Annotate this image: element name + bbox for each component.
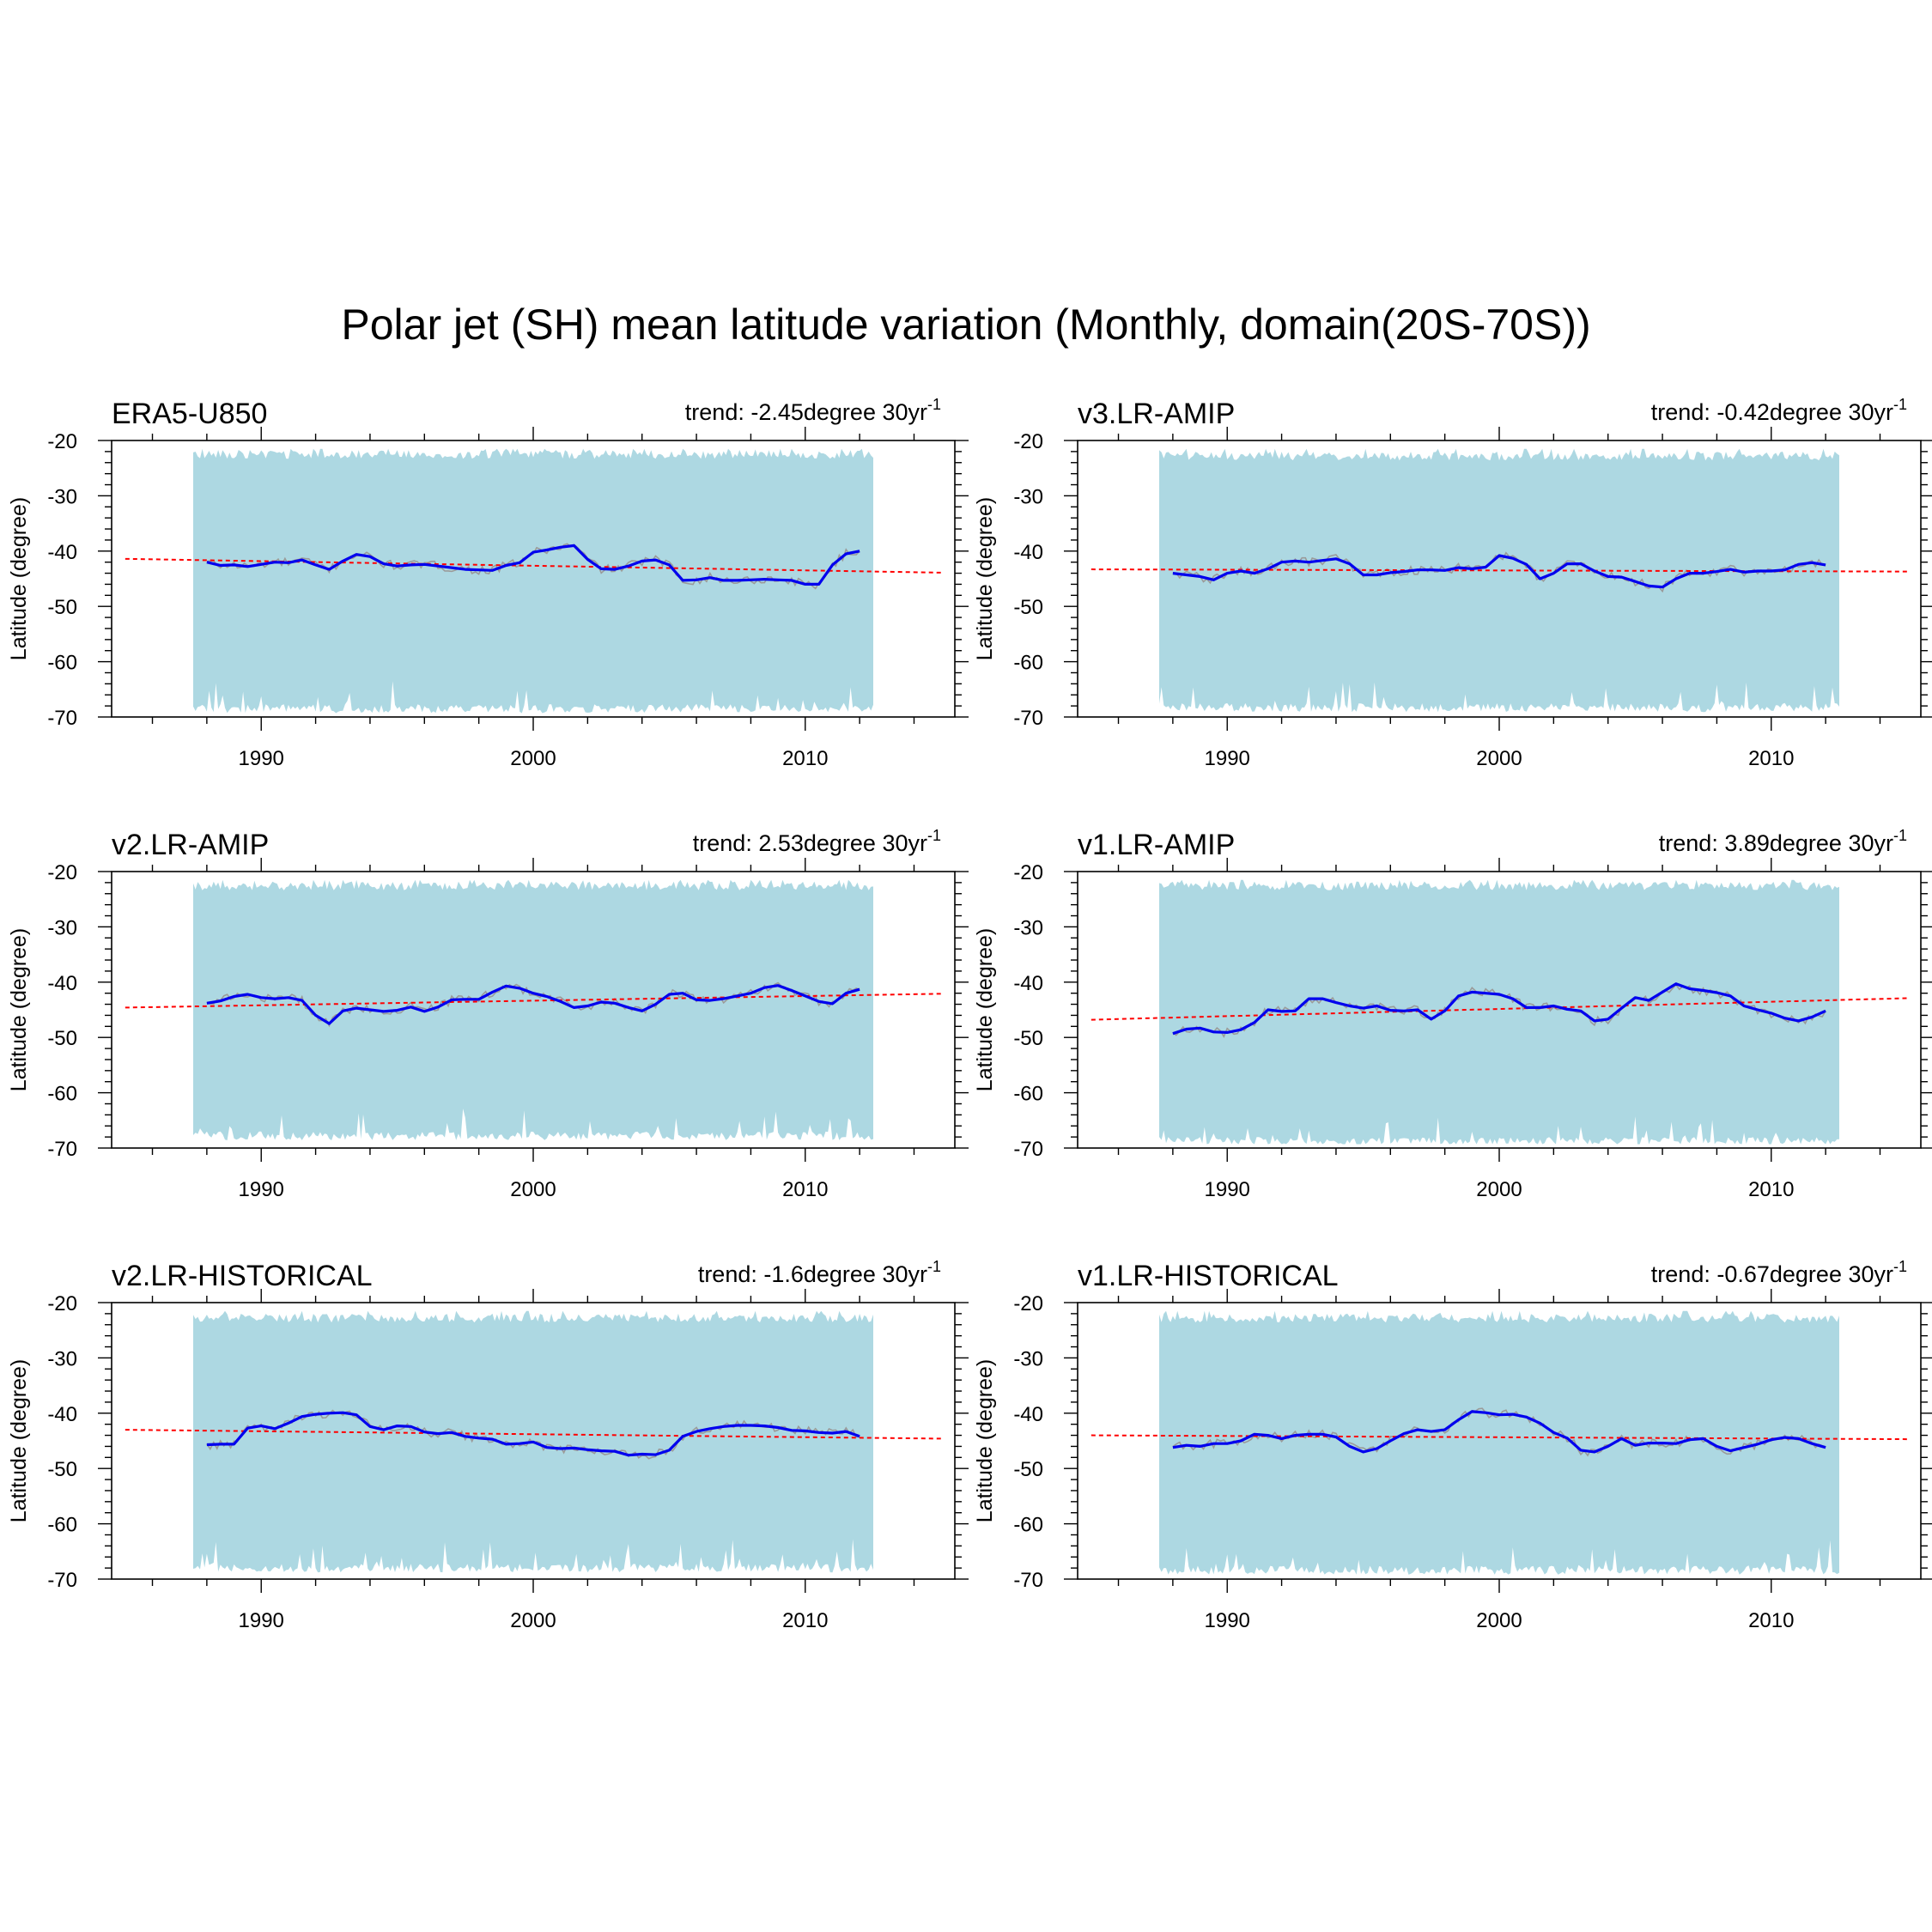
panel-era5-u850: 1990 2000 2010 -20 -30 -40 -50 -60 -70 Latitude (… [0, 378, 969, 824]
y-tick-label: -40 [47, 1403, 77, 1426]
trend-label: trend: -0.42degree 30yr-1 [1651, 396, 1907, 425]
y-tick-label: -50 [47, 1458, 77, 1481]
y-tick-label: -50 [47, 1027, 77, 1050]
y-tick-label: -30 [47, 1347, 77, 1370]
mean-series-line [1172, 1410, 1826, 1454]
panel-v2-lr-amip: 1990 2000 2010 -20 -30 -40 -50 -60 -70 Latitude (… [0, 809, 969, 1255]
y-axis-label: Latitude (degree) [973, 1359, 997, 1522]
mean-series-line [1172, 554, 1826, 589]
x-tick-label: 1990 [239, 1609, 284, 1632]
chart-svg: 1990 2000 2010 -20 -30 -40 -50 -60 -70 Latitude (… [973, 1258, 1932, 1632]
trend-label: trend: 2.53degree 30yr-1 [693, 827, 941, 856]
panel-title: v3.LR-AMIP [1078, 398, 1235, 430]
mean-series-line [206, 984, 860, 1025]
y-tick-label: -50 [47, 596, 77, 619]
y-axis-label: Latitude (degree) [7, 928, 31, 1091]
trend-label: trend: 3.89degree 30yr-1 [1659, 827, 1907, 856]
y-axis-label: Latitude (degree) [7, 497, 31, 660]
y-tick-label: -30 [47, 485, 77, 508]
trend-label: trend: -0.67degree 30yr-1 [1651, 1258, 1907, 1287]
x-tick-label: 1990 [239, 747, 284, 770]
band-area [1159, 879, 1839, 1145]
panel-title: v2.LR-HISTORICAL [112, 1260, 373, 1292]
panel-title: v1.LR-AMIP [1078, 829, 1235, 861]
trend-line [125, 557, 942, 574]
band-area [1159, 1310, 1839, 1575]
x-tick-label: 2000 [1476, 747, 1522, 770]
y-axis-label: Latitude (degree) [7, 1359, 31, 1522]
y-axis-label: Latitude (degree) [973, 497, 997, 660]
y-axis-label: Latitude (degree) [973, 928, 997, 1091]
band-area [193, 448, 873, 714]
y-tick-label: -60 [47, 1514, 77, 1537]
y-tick-label: -70 [47, 1138, 77, 1161]
chart-svg: 1990 2000 2010 -20 -30 -40 -50 -60 -70 Latitude (… [7, 396, 969, 770]
panel-v1-lr-historical: 1990 2000 2010 -20 -30 -40 -50 -60 -70 Latitude (… [966, 1240, 1932, 1686]
x-tick-label: 2010 [1748, 1609, 1794, 1632]
x-tick-label: 2010 [1748, 747, 1794, 770]
y-tick-label: -60 [1013, 1083, 1043, 1106]
x-tick-label: 2010 [782, 747, 828, 770]
y-tick-label: -20 [1013, 430, 1043, 453]
x-tick-label: 2000 [1476, 1609, 1522, 1632]
y-tick-label: -50 [1013, 1458, 1043, 1481]
y-tick-label: -20 [47, 861, 77, 884]
panel-v1-lr-amip: 1990 2000 2010 -20 -30 -40 -50 -60 -70 Latitude (… [966, 809, 1932, 1255]
x-tick-label: 2010 [782, 1178, 828, 1201]
y-tick-label: -20 [47, 430, 77, 453]
x-tick-label: 1990 [1205, 1178, 1250, 1201]
x-tick-label: 1990 [239, 1178, 284, 1201]
y-tick-label: -70 [1013, 1569, 1043, 1592]
band-area [193, 879, 873, 1140]
mean-series-line [206, 1411, 860, 1457]
y-tick-label: -70 [47, 707, 77, 730]
panel-v3-lr-amip: 1990 2000 2010 -20 -30 -40 -50 -60 -70 Latitude (… [966, 378, 1932, 824]
band-area [1159, 448, 1839, 713]
y-tick-label: -50 [1013, 1027, 1043, 1050]
chart-svg: 1990 2000 2010 -20 -30 -40 -50 -60 -70 Latitude (… [7, 827, 969, 1201]
y-tick-label: -30 [1013, 485, 1043, 508]
x-tick-label: 2010 [782, 1609, 828, 1632]
mean-series-line [1172, 982, 1826, 1036]
chart-svg: 1990 2000 2010 -20 -30 -40 -50 -60 -70 Latitude (… [7, 1258, 969, 1632]
trend-line [1091, 997, 1908, 1021]
y-tick-label: -30 [1013, 916, 1043, 939]
y-tick-label: -20 [1013, 861, 1043, 884]
y-tick-label: -20 [47, 1292, 77, 1315]
x-tick-label: 2000 [510, 747, 556, 770]
y-tick-label: -60 [1013, 1514, 1043, 1537]
x-tick-label: 2010 [1748, 1178, 1794, 1201]
chart-svg: 1990 2000 2010 -20 -30 -40 -50 -60 -70 Latitude (… [973, 396, 1932, 770]
y-tick-label: -40 [1013, 541, 1043, 564]
panel-title: ERA5-U850 [112, 398, 267, 430]
panel-title: v1.LR-HISTORICAL [1078, 1260, 1339, 1292]
y-tick-label: -20 [1013, 1292, 1043, 1315]
y-tick-label: -40 [1013, 1403, 1043, 1426]
mean-series-line [206, 544, 860, 586]
y-tick-label: -40 [47, 972, 77, 995]
y-tick-label: -70 [1013, 707, 1043, 730]
x-tick-label: 2000 [510, 1609, 556, 1632]
x-tick-label: 1990 [1205, 1609, 1250, 1632]
y-tick-label: -60 [1013, 652, 1043, 675]
y-tick-label: -60 [47, 652, 77, 675]
figure-title: Polar jet (SH) mean latitude variation (… [341, 301, 1591, 349]
panel-v2-lr-historical: 1990 2000 2010 -20 -30 -40 -50 -60 -70 Latitude (… [0, 1240, 969, 1686]
y-tick-label: -30 [47, 916, 77, 939]
x-tick-label: 1990 [1205, 747, 1250, 770]
y-tick-label: -40 [47, 541, 77, 564]
panel-title: v2.LR-AMIP [112, 829, 269, 861]
y-tick-label: -30 [1013, 1347, 1043, 1370]
x-tick-label: 2000 [510, 1178, 556, 1201]
trend-label: trend: -1.6degree 30yr-1 [698, 1258, 941, 1287]
y-tick-label: -70 [1013, 1138, 1043, 1161]
y-tick-label: -40 [1013, 972, 1043, 995]
y-tick-label: -50 [1013, 596, 1043, 619]
y-tick-label: -60 [47, 1083, 77, 1106]
x-tick-label: 2000 [1476, 1178, 1522, 1201]
y-tick-label: -70 [47, 1569, 77, 1592]
trend-label: trend: -2.45degree 30yr-1 [685, 396, 941, 425]
chart-svg: 1990 2000 2010 -20 -30 -40 -50 -60 -70 Latitude (… [973, 827, 1932, 1201]
